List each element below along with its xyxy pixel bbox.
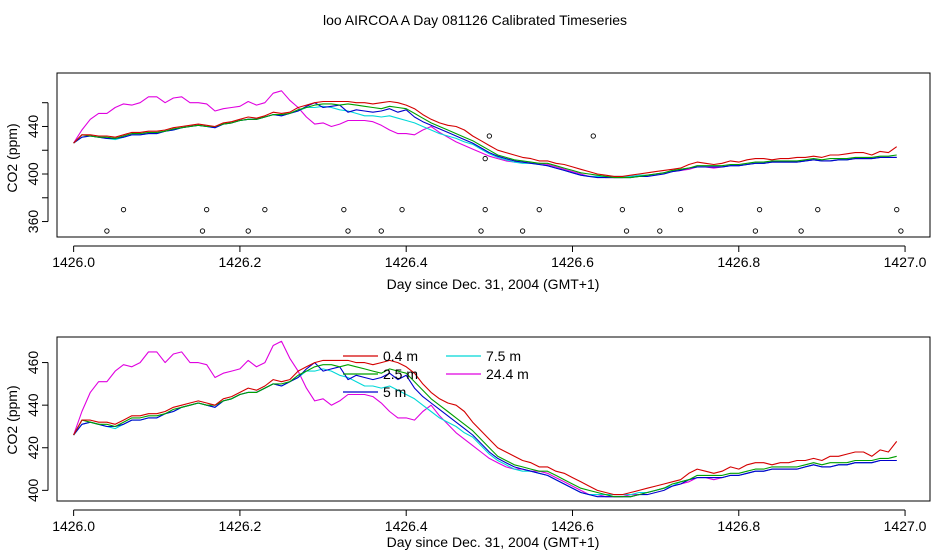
scatter-point xyxy=(590,133,596,139)
legend-label-5m: 5 m xyxy=(383,384,406,400)
scatter-point xyxy=(815,207,821,213)
scatter-point xyxy=(345,228,351,234)
top-x-axis: 1426.0 1426.2 1426.4 1426.6 1426.8 1427.0 xyxy=(52,245,927,270)
series-line-5-mm xyxy=(73,362,897,498)
top-plot-frame xyxy=(56,72,931,238)
scatter-point xyxy=(482,155,488,162)
top-y-axis-label: CO2 (ppm) xyxy=(4,123,20,192)
y-tick-label: 360 xyxy=(25,210,41,234)
scatter-point xyxy=(894,207,900,213)
scatter-point xyxy=(262,207,268,213)
series-line-0-4-mm xyxy=(73,100,898,177)
series-line-24-4-mm xyxy=(73,90,897,179)
y-tick-label: 440 xyxy=(25,115,41,139)
legend-label-0-4m: 0.4 m xyxy=(383,348,418,364)
top-x-axis-label: Day since Dec. 31, 2004 (GMT+1) xyxy=(387,276,600,292)
scatter-point xyxy=(478,228,484,234)
x-tick-label: 1426.4 xyxy=(385,518,428,534)
scatter-point xyxy=(752,228,759,234)
bottom-y-axis-label: CO2 (ppm) xyxy=(4,385,20,454)
bottom-series-group xyxy=(73,340,898,498)
x-tick-label: 1426.4 xyxy=(385,254,428,270)
scatter-point xyxy=(623,228,630,234)
legend-label-24-4m: 24.4 m xyxy=(486,366,529,382)
scatter-point xyxy=(756,207,763,213)
scatter-point xyxy=(120,207,127,213)
x-tick-label: 1427.0 xyxy=(884,254,927,270)
scatter-point xyxy=(199,228,206,234)
series-line-7-5-mm xyxy=(73,368,897,496)
x-tick-label: 1426.0 xyxy=(52,518,95,534)
series-line-2-5-mm xyxy=(73,103,897,179)
y-tick-label: 400 xyxy=(25,162,41,186)
bottom-x-axis-label: Day since Dec. 31, 2004 (GMT+1) xyxy=(387,534,600,550)
legend-label-7-5m: 7.5 m xyxy=(486,348,521,364)
scatter-point xyxy=(245,228,251,234)
scatter-point xyxy=(204,207,210,213)
series-line-5-mm xyxy=(73,102,897,179)
scatter-point xyxy=(519,228,526,234)
top-panel: 1426.0 1426.2 1426.4 1426.6 1426.8 1427.0 360… xyxy=(4,72,931,292)
y-tick-label: 460 xyxy=(25,351,41,375)
scatter-point xyxy=(898,228,904,234)
x-tick-label: 1426.6 xyxy=(551,254,594,270)
bottom-y-axis: 400 420 440 460 xyxy=(25,351,49,502)
bottom-x-axis: 1426.0 1426.2 1426.4 1426.6 1426.8 1427.0 xyxy=(52,509,927,534)
scatter-point xyxy=(536,207,542,213)
x-tick-label: 1426.6 xyxy=(551,518,594,534)
x-tick-label: 1426.0 xyxy=(52,254,95,270)
top-series-group xyxy=(73,90,898,179)
scatter-point xyxy=(657,228,663,234)
top-scatter-group xyxy=(104,133,904,234)
x-tick-label: 1426.8 xyxy=(717,518,760,534)
scatter-point xyxy=(486,133,492,139)
scatter-point xyxy=(104,228,110,234)
series-line-0-4-mm xyxy=(73,359,898,496)
series-line-7-5-mm xyxy=(73,105,897,177)
scatter-point xyxy=(378,228,384,234)
scatter-point xyxy=(619,207,626,213)
series-line-24-4-mm xyxy=(73,340,897,498)
bottom-panel: 1426.0 1426.2 1426.4 1426.6 1426.8 1427.0 400… xyxy=(4,336,931,550)
scatter-point xyxy=(399,207,405,213)
series-line-2-5-mm xyxy=(73,364,897,498)
scatter-point xyxy=(341,207,347,213)
scatter-point xyxy=(482,207,488,213)
bottom-plot-frame xyxy=(56,336,931,502)
y-tick-label: 440 xyxy=(25,393,41,417)
x-tick-label: 1427.0 xyxy=(884,518,927,534)
scatter-point xyxy=(798,228,804,234)
x-tick-label: 1426.2 xyxy=(219,518,262,534)
chart-title: loo AIRCOA A Day 081126 Calibrated Times… xyxy=(323,12,627,28)
top-y-axis: 360 400 440 xyxy=(25,102,49,234)
x-tick-label: 1426.8 xyxy=(717,254,760,270)
y-tick-label: 400 xyxy=(25,478,41,502)
legend: 0.4 m 2.5 m 5 m 7.5 m 24.4 m xyxy=(343,348,529,400)
scatter-point xyxy=(677,207,684,213)
y-tick-label: 420 xyxy=(25,436,41,460)
x-tick-label: 1426.2 xyxy=(219,254,262,270)
legend-label-2-5m: 2.5 m xyxy=(383,366,418,382)
